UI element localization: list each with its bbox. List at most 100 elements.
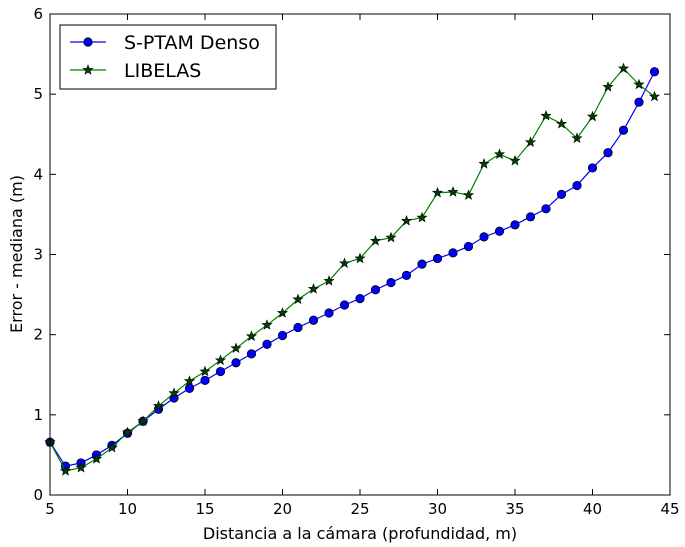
data-point <box>75 461 87 473</box>
y-tick-label: 6 <box>33 5 43 23</box>
data-point <box>308 315 319 325</box>
data-point <box>324 308 334 318</box>
data-point <box>400 214 413 226</box>
data-point <box>339 300 350 310</box>
data-point <box>618 125 629 135</box>
data-point <box>634 97 644 107</box>
data-point <box>462 189 475 200</box>
data-point <box>493 148 506 160</box>
legend-entry-2: LIBELAS <box>70 60 201 82</box>
legend: S-PTAM Denso LIBELAS <box>59 24 277 90</box>
data-point <box>386 277 396 288</box>
data-point <box>199 365 211 377</box>
data-point <box>572 180 582 191</box>
data-point <box>230 342 242 354</box>
data-point <box>323 275 335 286</box>
data-point <box>524 136 537 148</box>
x-axis-title: Distancia a la cámara (profundidad, m) <box>203 524 517 543</box>
legend-entries: S-PTAM Denso LIBELAS <box>70 32 260 82</box>
series-line-2 <box>49 67 655 472</box>
data-point <box>633 78 645 90</box>
y-tick-label: 3 <box>33 246 43 264</box>
data-point <box>478 158 490 169</box>
data-point <box>184 383 195 393</box>
data-point <box>494 226 505 236</box>
data-point <box>245 330 258 342</box>
data-point <box>246 349 257 359</box>
data-point <box>354 252 366 264</box>
x-tick-label: 35 <box>505 500 524 518</box>
legend-entry-1: S-PTAM Denso <box>70 32 260 54</box>
data-point <box>385 231 397 243</box>
data-point <box>603 148 613 158</box>
data-point <box>649 67 660 77</box>
data-point <box>401 270 412 280</box>
data-point <box>292 293 304 305</box>
data-point <box>416 211 428 223</box>
data-point <box>59 465 72 476</box>
series-2 <box>44 62 661 476</box>
data-point <box>555 117 568 129</box>
x-tick-label: 40 <box>583 500 602 518</box>
data-point <box>369 235 382 246</box>
y-tick-label: 4 <box>33 165 43 183</box>
y-tick-label: 0 <box>33 486 43 504</box>
data-point <box>540 109 552 121</box>
data-point <box>571 132 583 143</box>
data-point <box>168 387 180 398</box>
legend-box <box>59 24 277 90</box>
data-point <box>556 189 567 199</box>
data-point <box>525 212 536 222</box>
data-point <box>307 283 320 294</box>
data-point <box>370 285 381 295</box>
data-point <box>338 257 351 269</box>
y-tick-label: 5 <box>33 85 43 103</box>
x-tick-label: 20 <box>273 500 292 518</box>
x-tick-label: 5 <box>45 500 55 518</box>
data-point <box>137 415 149 426</box>
data-point <box>586 110 599 122</box>
data-point <box>617 62 630 74</box>
y-axis-title: Error - mediana (m) <box>7 175 26 333</box>
x-tick-label: 25 <box>350 500 369 518</box>
x-tick-label: 45 <box>660 500 679 518</box>
data-point <box>447 186 459 197</box>
data-point <box>602 81 614 92</box>
series-line-1 <box>49 71 656 467</box>
data-point <box>214 354 227 366</box>
data-point <box>448 248 458 258</box>
data-point <box>541 204 551 214</box>
legend-label: LIBELAS <box>124 60 201 82</box>
data-point <box>463 241 474 252</box>
data-point <box>231 358 241 368</box>
data-point <box>509 154 521 166</box>
data-point <box>587 163 598 173</box>
data-point <box>417 259 427 269</box>
data-point <box>431 186 444 198</box>
legend-label: S-PTAM Denso <box>124 32 260 54</box>
data-point <box>432 253 443 264</box>
data-point <box>215 366 226 377</box>
legend-marker <box>82 64 94 75</box>
x-tick-label: 15 <box>195 500 214 518</box>
data-point <box>261 319 273 330</box>
data-point <box>183 375 196 386</box>
data-point <box>262 339 272 349</box>
data-point <box>276 307 289 318</box>
series-layer <box>44 62 661 476</box>
data-point <box>293 322 303 333</box>
data-point <box>479 232 489 242</box>
data-point <box>355 293 365 304</box>
data-point <box>648 90 661 102</box>
data-point <box>106 441 118 453</box>
data-point <box>510 220 520 230</box>
y-tick-label: 2 <box>33 326 43 344</box>
data-point <box>200 375 210 385</box>
data-point <box>277 330 288 341</box>
x-tick-label: 10 <box>118 500 137 518</box>
data-point <box>90 453 103 464</box>
y-tick-label: 1 <box>33 406 43 424</box>
legend-marker <box>83 37 93 47</box>
